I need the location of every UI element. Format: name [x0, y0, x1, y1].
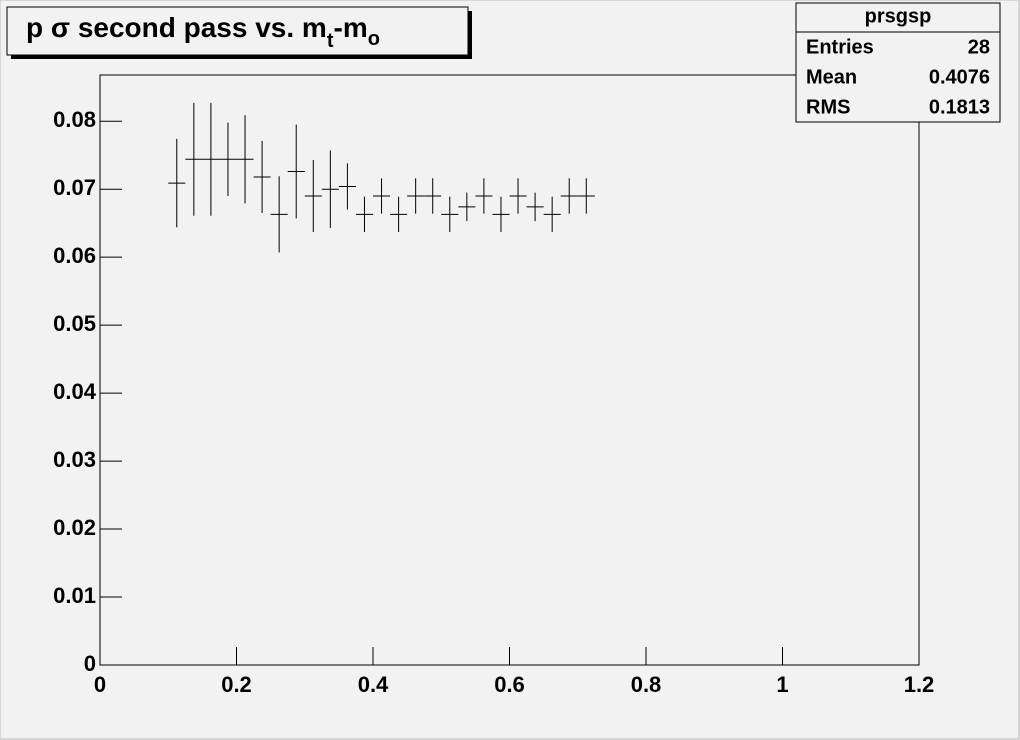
y-tick-label: 0.05 [53, 311, 96, 336]
title-box [6, 6, 469, 56]
y-tick-label: 0.08 [53, 107, 96, 132]
stats-value: 0.4076 [929, 66, 990, 88]
title-sub: t [327, 30, 334, 52]
stats-label: Entries [806, 36, 874, 58]
stats-value: 0.1813 [929, 96, 990, 118]
title-sub: o [368, 28, 380, 50]
stats-title: prsgsp [865, 5, 932, 27]
stats-label: Mean [806, 66, 857, 88]
y-tick-label: 0.03 [53, 447, 96, 472]
x-tick-label: 0.6 [494, 672, 525, 697]
stats-box: prsgsp [795, 2, 1001, 123]
stats-value: 28 [968, 36, 990, 58]
title-main: p σ second pass vs. m [26, 12, 327, 43]
y-tick-label: 0.01 [53, 583, 96, 608]
x-tick-label: 0 [94, 672, 106, 697]
stats-label: RMS [806, 96, 850, 118]
title-main: -m [334, 12, 368, 43]
x-tick-label: 0.8 [631, 672, 662, 697]
chart-title: p σ second pass vs. mt-mo [26, 12, 380, 52]
x-tick-label: 0.2 [221, 672, 252, 697]
y-tick-label: 0.07 [53, 175, 96, 200]
y-tick-label: 0 [84, 651, 96, 676]
y-tick-label: 0.04 [53, 379, 97, 404]
y-tick-label: 0.02 [53, 515, 96, 540]
x-tick-label: 1.2 [904, 672, 935, 697]
x-tick-label: 0.4 [358, 672, 389, 697]
y-tick-label: 0.06 [53, 243, 96, 268]
x-tick-label: 1 [776, 672, 788, 697]
stats-frame [795, 2, 1001, 123]
frame [99, 74, 920, 666]
